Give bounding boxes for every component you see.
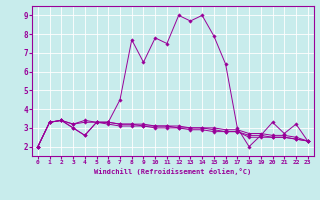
X-axis label: Windchill (Refroidissement éolien,°C): Windchill (Refroidissement éolien,°C) [94, 168, 252, 175]
